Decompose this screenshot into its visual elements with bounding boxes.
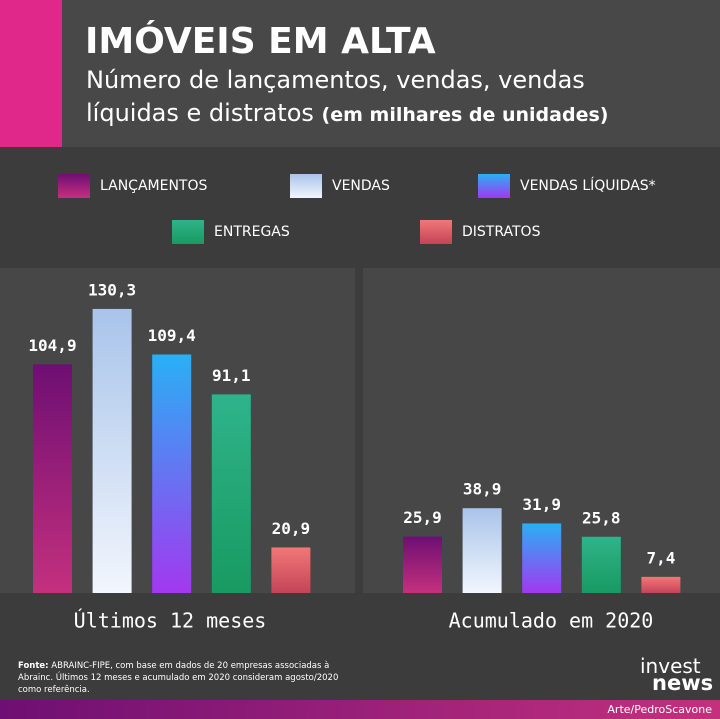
legend-swatch bbox=[420, 220, 452, 244]
bar bbox=[641, 576, 681, 593]
header-bg bbox=[0, 0, 720, 147]
x-tick-label: Acumulado em 2020 bbox=[449, 609, 654, 633]
data-label: 25,8 bbox=[582, 508, 621, 527]
bar bbox=[211, 394, 251, 593]
logo: invest bbox=[640, 654, 701, 678]
data-label: 7,4 bbox=[646, 548, 675, 567]
legend-label: DISTRATOS bbox=[462, 224, 541, 240]
bar bbox=[152, 354, 192, 593]
logo: news bbox=[652, 671, 713, 695]
credit: Arte/PedroScavone bbox=[607, 703, 712, 716]
bar bbox=[33, 364, 72, 593]
legend-label: ENTREGAS bbox=[214, 224, 290, 240]
x-tick-label: Últimos 12 meses bbox=[74, 609, 267, 633]
source: Fonte: ABRAINC-FIPE, com base em dados d… bbox=[18, 660, 358, 696]
chart-title: IMÓVEIS EM ALTA bbox=[85, 20, 436, 62]
bar bbox=[522, 523, 562, 593]
data-label: 20,9 bbox=[272, 519, 311, 538]
footer-bar bbox=[0, 700, 720, 719]
data-label: 130,3 bbox=[88, 280, 136, 299]
data-label: 109,4 bbox=[148, 326, 196, 345]
data-label: 31,9 bbox=[522, 495, 561, 514]
source-text: ABRAINC-FIPE, com base em dados de 20 em… bbox=[18, 661, 339, 695]
bar bbox=[92, 308, 132, 593]
subtitle-text: Número de lançamentos, vendas, vendas lí… bbox=[86, 66, 585, 127]
bar bbox=[581, 536, 621, 593]
legend-label: LANÇAMENTOS bbox=[100, 178, 207, 194]
subtitle-note: (em milhares de unidades) bbox=[321, 104, 609, 126]
source-label: Fonte: bbox=[18, 661, 49, 671]
data-label: 104,9 bbox=[28, 336, 76, 355]
subtitle: Número de lançamentos, vendas, vendas lí… bbox=[86, 64, 656, 132]
legend-swatch bbox=[290, 174, 322, 198]
data-label: 91,1 bbox=[212, 366, 251, 385]
legend-swatch bbox=[478, 174, 510, 198]
legend-label: VENDAS LÍQUIDAS* bbox=[520, 177, 656, 194]
header-accent bbox=[0, 0, 62, 147]
legend-label: VENDAS bbox=[332, 178, 390, 194]
bar bbox=[271, 547, 311, 593]
legend-swatch bbox=[58, 174, 90, 198]
data-label: 25,9 bbox=[403, 508, 442, 527]
legend-swatch bbox=[172, 220, 204, 244]
bar bbox=[462, 508, 502, 593]
data-label: 38,9 bbox=[463, 480, 502, 499]
bar bbox=[403, 536, 442, 593]
